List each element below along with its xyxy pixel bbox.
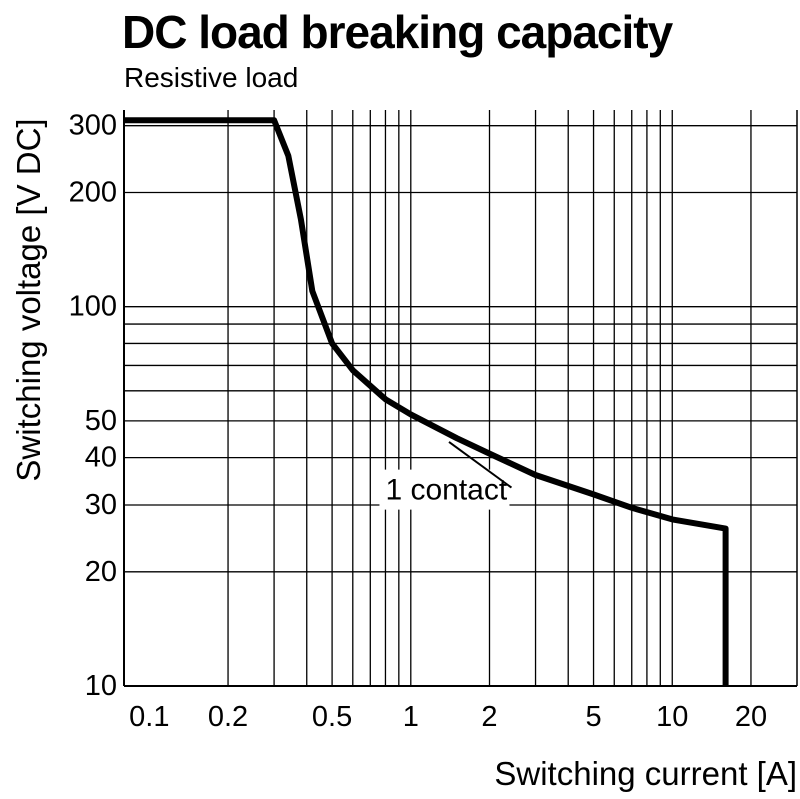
- y-tick-label: 20: [85, 556, 117, 588]
- chart-title: DC load breaking capacity: [122, 6, 673, 58]
- series-layer: [124, 117, 729, 686]
- y-tick-label: 40: [85, 442, 117, 474]
- x-tick-label: 0.2: [208, 701, 248, 733]
- x-tick-label: 0.1: [129, 701, 169, 733]
- y-tick-label: 300: [69, 110, 117, 142]
- x-tick-label: 2: [481, 701, 497, 733]
- x-tick-label: 5: [585, 701, 601, 733]
- x-tick-label: 20: [735, 701, 767, 733]
- x-tick-label: 10: [656, 701, 688, 733]
- annotation-background: [379, 469, 510, 510]
- grid-layer: [123, 110, 798, 687]
- chart-subtitle: Resistive load: [124, 62, 299, 93]
- x-tick-label: 1: [403, 701, 419, 733]
- y-tick-label: 200: [69, 176, 117, 208]
- annotation-leader-line: [448, 441, 513, 489]
- annotation-layer: 1 contact: [379, 441, 513, 510]
- x-axis-title: Switching current [A]: [494, 755, 797, 792]
- x-tick-label: 0.5: [312, 701, 352, 733]
- y-tick-label: 50: [85, 405, 117, 437]
- tick-label-layer: 0.1 0.2 0.5 1 2 5 10 20 10 20 30 40 50 100 200 300: [69, 110, 767, 733]
- y-tick-label: 30: [85, 489, 117, 521]
- series-line-1-contact: [124, 117, 729, 686]
- y-tick-label: 10: [85, 670, 117, 702]
- y-tick-label: 100: [69, 291, 117, 323]
- y-axis-title: Switching voltage [V DC]: [10, 118, 47, 481]
- annotation-label: 1 contact: [385, 474, 507, 507]
